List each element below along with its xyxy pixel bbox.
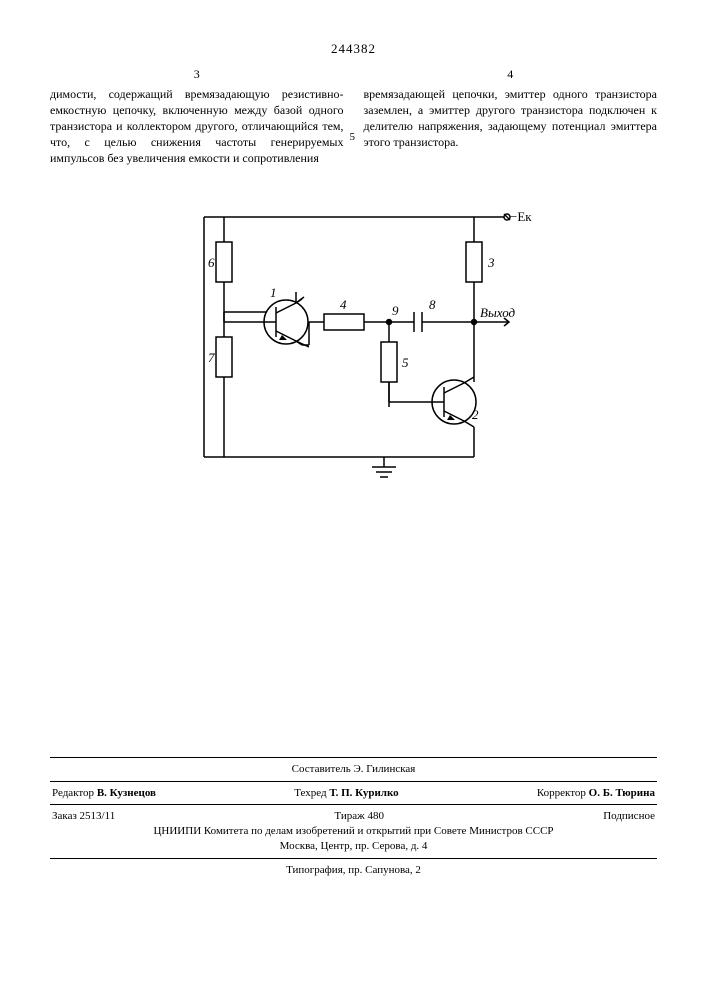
doc-number: 244382: [50, 40, 657, 58]
two-column-text: 3 димости, содержащий времязадающую рези…: [50, 66, 657, 167]
compiler-row: Составитель Э. Гилинская: [50, 758, 657, 782]
org-line-1: ЦНИИПИ Комитета по делам изобретений и о…: [52, 824, 655, 839]
left-column: 3 димости, содержащий времязадающую рези…: [50, 66, 344, 167]
order-number: Заказ 2513/11: [52, 809, 115, 824]
order-row: Заказ 2513/11 Тираж 480 Подписное ЦНИИПИ…: [50, 805, 657, 859]
compiler: Составитель Э. Гилинская: [292, 763, 416, 775]
left-paragraph: димости, содержащий времязадающую резист…: [50, 86, 344, 167]
corrector: Корректор О. Б. Тюрина: [537, 786, 655, 801]
right-col-number: 4: [364, 66, 658, 82]
footer: Составитель Э. Гилинская Редактор В. Куз…: [50, 757, 657, 882]
typography-row: Типография, пр. Сапунова, 2: [50, 859, 657, 882]
label-7: 7: [208, 350, 215, 365]
label-8: 8: [429, 297, 436, 312]
right-paragraph: времязадающей цепочки, эмиттер одного тр…: [364, 86, 658, 151]
editor: Редактор В. Кузнецов: [52, 786, 156, 801]
label-output: Выход: [480, 305, 516, 320]
circuit-diagram: 1 2 3 4 5 6 7 8 9 −Eк Выход: [50, 197, 657, 497]
credits-row: Редактор В. Кузнецов Техред Т. П. Курилк…: [50, 782, 657, 806]
label-3: 3: [487, 255, 495, 270]
label-9: 9: [392, 303, 399, 318]
podpisnoe: Подписное: [603, 809, 655, 824]
left-col-number: 3: [50, 66, 344, 82]
label-5: 5: [402, 355, 409, 370]
label-ek: −Eк: [510, 209, 532, 224]
label-1: 1: [270, 285, 277, 300]
tirazh: Тираж 480: [334, 809, 384, 824]
schematic-svg: 1 2 3 4 5 6 7 8 9 −Eк Выход: [174, 197, 534, 497]
line-number-5: 5: [350, 130, 356, 145]
right-column: 4 5 времязадающей цепочки, эмиттер одног…: [364, 66, 658, 167]
label-4: 4: [340, 297, 347, 312]
label-2: 2: [472, 407, 479, 422]
techred: Техред Т. П. Курилко: [294, 786, 398, 801]
org-line-2: Москва, Центр, пр. Серова, д. 4: [52, 839, 655, 854]
label-6: 6: [208, 255, 215, 270]
